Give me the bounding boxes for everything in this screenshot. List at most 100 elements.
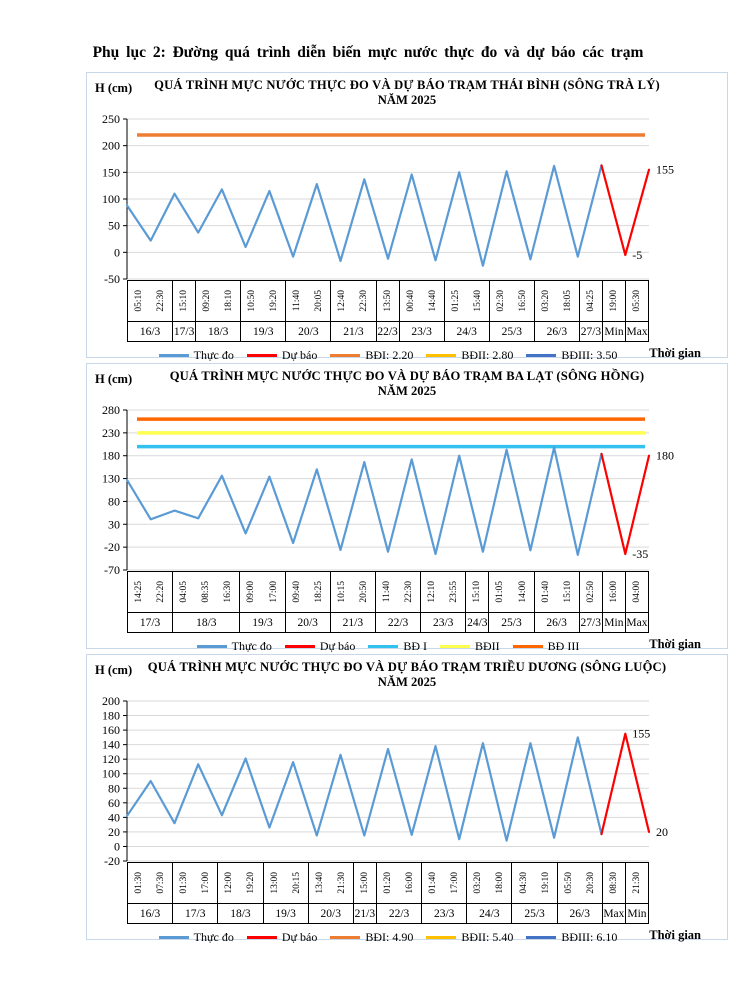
time-label: 12:00 [224,872,235,894]
time-label: 04:30 [518,872,529,894]
time-label: 01:30 [179,872,190,894]
legend-item: BĐ I [368,639,427,654]
time-label: 19:10 [540,872,551,894]
annotation: 155 [632,727,650,741]
time-label: 01:30 [134,872,145,894]
legend-item: BĐII: 2.80 [426,348,513,363]
legend-item: BĐII: 5.40 [426,930,513,945]
legend-label: Thực đo [193,347,234,362]
time-label: 01:40 [428,872,439,894]
x-axis-group: 09:20 18:10 18/3 [196,281,242,342]
time-label: 01:40 [540,581,551,603]
time-label: 03:20 [540,290,551,312]
time-label: 20:50 [358,581,369,603]
time-row: 19:00 [602,281,626,322]
y-tick-label: -20 [104,854,120,868]
y-tick-label: 80 [108,494,120,508]
time-label: 18:00 [495,872,506,894]
date-label: 20/3 [286,322,331,342]
y-tick-label: 30 [108,517,120,531]
x-axis-group: 13:40 21:30 20/3 [308,863,354,924]
time-label: 17:00 [450,872,461,894]
y-tick-label: 0 [114,839,120,853]
date-label: 17/3 [173,904,218,924]
date-label: 17/3 [173,322,196,342]
time-label: 18:25 [313,581,324,603]
time-row: 10:15 20:50 [330,572,375,613]
time-row: 02:50 [579,572,602,613]
legend: Thực đo Dự báo BĐ I BĐII BĐ III [127,636,649,656]
y-tick-label: 140 [102,738,120,752]
time-label: 19:00 [609,290,619,312]
legend-item: BĐIII: 6.10 [526,930,617,945]
x-axis-group: 10:15 20:50 21/3 [330,572,376,633]
date-label: 19/3 [241,322,286,342]
date-label: Min [602,613,625,633]
x-axis-group: 15:10 17/3 [173,281,197,342]
legend-item: Dự báo [246,930,317,945]
time-row: 05:50 20:30 [557,863,602,904]
time-label: 04:25 [585,290,596,312]
time-label: 05:30 [632,290,643,312]
y-tick-label: -50 [104,272,120,286]
time-row: 08:30 [602,863,625,904]
legend-line-swatch [330,935,361,939]
date-label: 20/3 [285,613,330,633]
time-label: 01:25 [450,290,461,312]
time-row: 01:20 16:00 [376,863,422,904]
time-label: 03:20 [473,872,484,894]
date-label: 16/3 [128,904,173,924]
date-label: 23/3 [421,613,466,633]
legend-line-swatch [246,353,277,357]
time-label: 20:30 [585,872,596,894]
legend-label: BĐ I [403,638,427,653]
x-axis-title: Thời gian [649,637,701,651]
time-label: 14:00 [517,581,528,603]
x-axis-group: 03:20 18:00 24/3 [467,863,513,924]
time-label: 22:30 [359,290,370,312]
date-label: 23/3 [399,322,444,342]
date-label: 24/3 [467,904,512,924]
time-row: 12:40 22:30 [331,281,376,322]
x-axis-group: 08:30 Max [602,863,626,924]
date-label: 25/3 [489,613,534,633]
annotation: -5 [632,248,642,262]
legend-item: Dự báo [284,639,355,654]
time-row: 15:10 [173,281,196,322]
time-label: 09:40 [291,581,302,603]
legend-line-swatch [426,353,457,357]
time-label: 15:10 [472,581,483,603]
time-label: 21:30 [336,872,347,894]
time-label: 23:55 [449,581,460,603]
time-row: 09:40 18:25 [285,572,330,613]
plot-area: 200 180 160 140 120 100 80 60 40 20 0 -20 155 20 [87,694,727,868]
x-axis-group: 04:30 19:10 25/3 [512,863,558,924]
time-row: 16:00 [602,572,625,613]
x-axis-group: 01:40 17:00 23/3 [422,863,468,924]
x-axis-group: 04:25 27/3 [579,281,603,342]
time-label: 14:40 [427,290,438,312]
legend-label: BĐIII: 3.50 [561,347,618,362]
time-row: 13:00 20:15 [263,863,308,904]
date-label: Min [602,322,626,342]
x-axis-group: 01:30 07:30 16/3 [127,863,174,924]
date-label: 26/3 [534,613,579,633]
date-label: Max [625,613,649,633]
legend: Thực đo Dự báo BĐI: 2.20 BĐII: 2.80 BĐIII: 3… [127,345,649,365]
x-axis-group: 05:10 22:30 16/3 [127,281,174,342]
y-tick-label: 120 [102,752,120,766]
time-label: 13:00 [269,872,280,894]
time-row: 11:40 20:05 [286,281,331,322]
legend-line-swatch [426,935,457,939]
page-title: Phụ lục 2: Đường quá trình diễn biến mực… [92,44,644,61]
time-label: 01:05 [495,581,506,603]
time-label: 08:30 [608,872,619,894]
legend-line-swatch [330,353,361,357]
legend-line-swatch [158,353,189,357]
date-label: 20/3 [308,904,353,924]
time-row: 01:25 15:40 [444,281,489,322]
legend-line-swatch [196,644,227,648]
time-label: 22:20 [156,581,167,603]
time-label: 00:40 [405,290,416,312]
time-label: 12:40 [337,290,348,312]
